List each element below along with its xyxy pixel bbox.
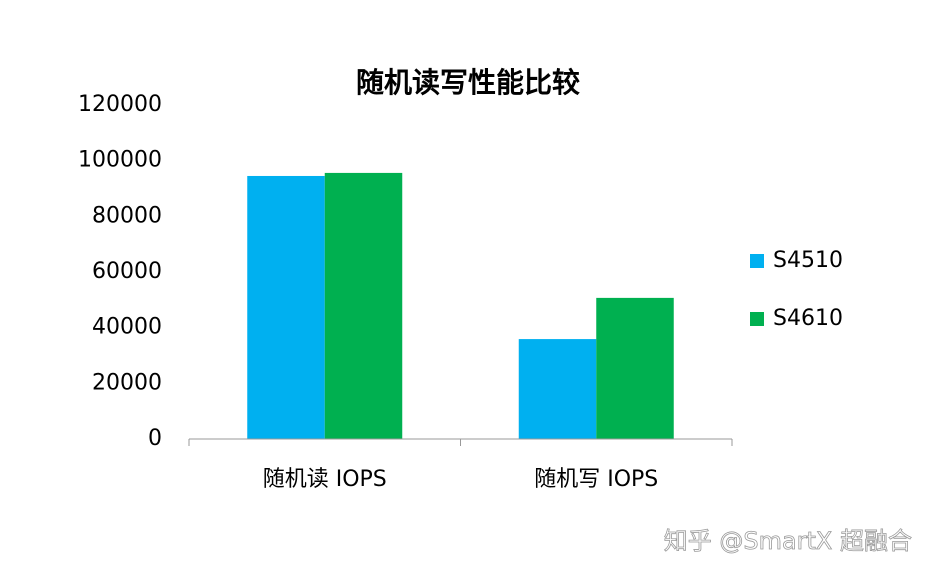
bar — [247, 175, 325, 439]
y-tick-label: 40000 — [92, 315, 162, 340]
watermark: 知乎 @SmartX 超融合 — [664, 527, 912, 555]
legend-label: S4510 — [773, 248, 843, 273]
y-tick-label: 80000 — [92, 203, 162, 228]
legend-swatch — [750, 312, 764, 326]
y-tick-label: 60000 — [92, 259, 162, 284]
bar — [596, 297, 674, 439]
x-tick-label: 随机读 IOPS — [263, 467, 387, 492]
y-tick-label: 20000 — [92, 370, 162, 395]
y-tick-label: 120000 — [78, 92, 162, 117]
bar — [324, 172, 403, 439]
x-tick-label: 随机写 IOPS — [534, 467, 658, 492]
chart-title: 随机读写性能比较 — [356, 66, 580, 99]
bar — [518, 339, 597, 439]
y-tick-label: 100000 — [78, 148, 162, 173]
legend-swatch — [750, 254, 764, 268]
y-tick-label: 0 — [148, 426, 162, 451]
legend-label: S4610 — [773, 306, 843, 331]
